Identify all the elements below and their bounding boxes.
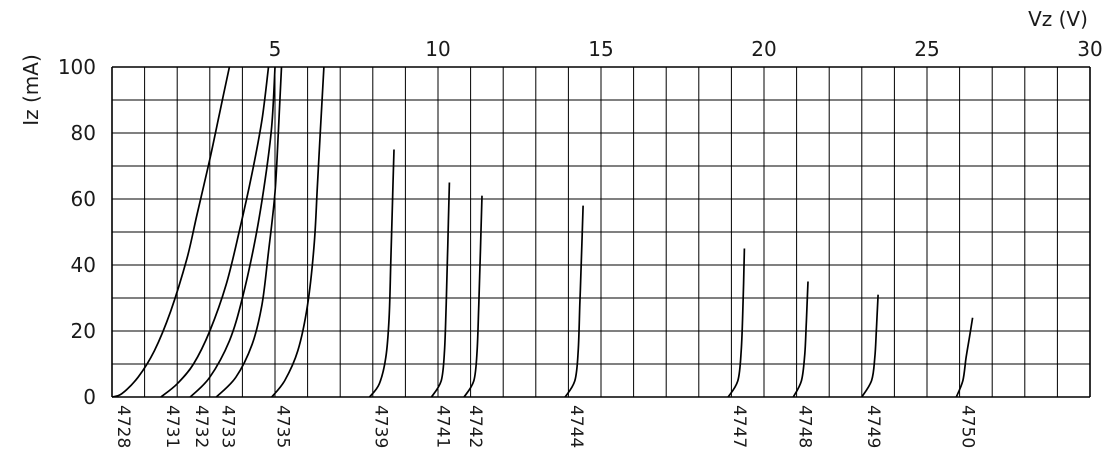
series-label-4744: 4744 [566,405,586,448]
series-label-4731: 4731 [162,405,182,448]
series-curve-4739 [368,149,395,398]
y-tick-labels: 0 20 40 60 80 100 [58,55,96,409]
series-label-4741: 4741 [432,405,452,448]
series-curve-4750 [955,317,974,398]
x-tick-label: 5 [269,37,282,61]
series-curve-4732 [189,66,276,398]
x-tick-labels: 5 10 15 20 25 30 [269,37,1103,61]
x-tick-label: 15 [588,37,613,61]
y-tick-label: 0 [83,385,96,409]
series-label-4739: 4739 [371,405,391,448]
y-tick-label: 60 [71,187,96,211]
series-curves [111,66,974,398]
series-curve-4741 [430,182,451,398]
x-axis-label: Vz (V) [1028,7,1088,31]
series-curve-4749 [861,294,879,398]
series-curve-4742 [463,195,483,398]
series-curve-4747 [727,248,746,398]
y-tick-label: 40 [71,253,96,277]
x-tick-label: 20 [751,37,776,61]
series-label-4750: 4750 [957,405,977,448]
series-label-4735: 4735 [273,405,293,448]
series-labels: 4728 4731 4732 4733 4735 4739 4741 4742 4744 4747… [113,405,977,448]
series-label-4728: 4728 [113,405,133,448]
series-curve-4728 [111,66,231,398]
series-label-4749: 4749 [863,405,883,448]
y-tick-label: 100 [58,55,96,79]
series-label-4733: 4733 [217,405,237,448]
x-tick-label: 25 [914,37,939,61]
series-curve-4748 [792,281,809,398]
y-axis-label: Iz (mA) [19,54,43,126]
series-curve-4733 [215,66,283,398]
plot-grid [111,66,1091,398]
x-tick-label: 30 [1077,37,1102,61]
series-label-4748: 4748 [794,405,814,448]
series-curve-4735 [271,66,325,398]
series-curve-4731 [160,66,270,398]
y-tick-label: 80 [71,121,96,145]
series-label-4742: 4742 [465,405,485,448]
y-tick-label: 20 [71,319,96,343]
series-curve-4744 [564,205,584,398]
series-label-4732: 4732 [191,405,211,448]
series-label-4747: 4747 [729,405,749,448]
x-tick-label: 10 [425,37,450,61]
